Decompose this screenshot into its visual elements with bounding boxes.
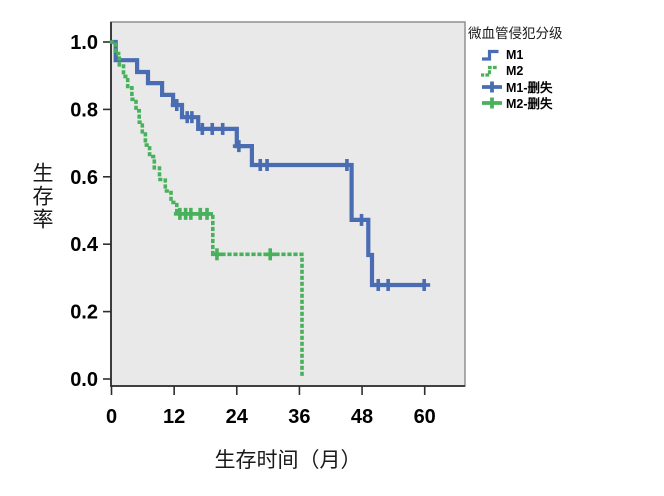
m1-step-line-icon xyxy=(482,49,499,61)
legend-title: 微血管侵犯分级 xyxy=(468,26,563,41)
svg-text:1.0: 1.0 xyxy=(70,32,98,54)
m2-dotted-step-line-icon xyxy=(481,65,501,77)
legend-label-m2: M2 xyxy=(506,63,524,78)
svg-text:0.4: 0.4 xyxy=(70,234,99,256)
x-axis-label: 生存时间（月） xyxy=(214,448,362,472)
svg-text:48: 48 xyxy=(351,406,373,428)
svg-text:0.6: 0.6 xyxy=(70,167,98,189)
y-axis-label: 生存率 xyxy=(30,162,54,231)
svg-text:60: 60 xyxy=(414,406,436,428)
legend-item-m1: M1 xyxy=(481,47,660,62)
legend-item-m2-censored: M2-删失 xyxy=(481,95,660,111)
svg-text:36: 36 xyxy=(288,406,310,428)
m1-censored-plus-icon xyxy=(482,81,502,92)
legend-label-m1-censored: M1-删失 xyxy=(506,81,553,95)
legend-label-m1: M1 xyxy=(506,47,524,62)
svg-text:0.8: 0.8 xyxy=(70,99,98,121)
svg-text:0.2: 0.2 xyxy=(70,302,98,324)
m2-censored-plus-icon xyxy=(482,97,502,108)
legend-item-m2: M2 xyxy=(481,63,660,78)
svg-text:0.0: 0.0 xyxy=(70,369,98,391)
svg-text:12: 12 xyxy=(163,406,185,428)
legend: 微血管侵犯分级 M1 M2 M1-删失 M2-删失 xyxy=(468,22,660,111)
svg-text:0: 0 xyxy=(106,406,117,428)
legend-label-m2-censored: M2-删失 xyxy=(506,97,553,111)
legend-item-m1-censored: M1-删失 xyxy=(481,79,660,95)
svg-text:24: 24 xyxy=(226,406,249,428)
